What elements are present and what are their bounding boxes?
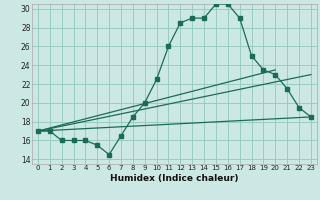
X-axis label: Humidex (Indice chaleur): Humidex (Indice chaleur) <box>110 174 239 183</box>
